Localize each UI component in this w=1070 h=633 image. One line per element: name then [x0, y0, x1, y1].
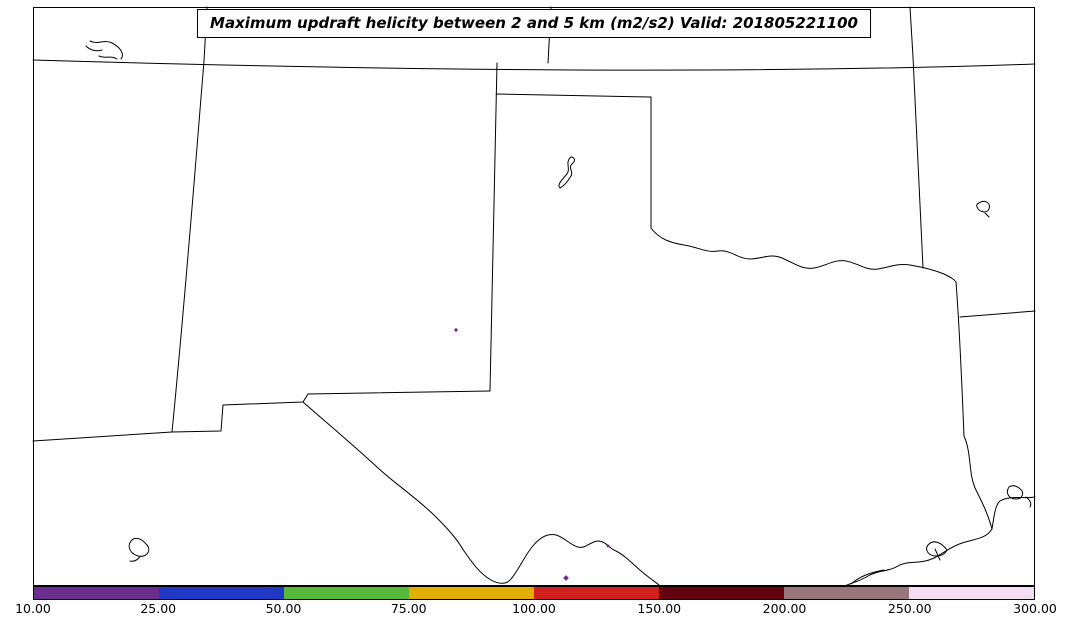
map-frame [33, 7, 1035, 586]
plot-title: Maximum updraft helicity between 2 and 5… [197, 9, 871, 38]
sabine-river [963, 435, 993, 530]
colorbar-segments [33, 586, 1035, 600]
colorbar-tick-label: 250.00 [887, 601, 932, 616]
colorbar-segment [409, 587, 534, 599]
border-az-mexico [32, 431, 173, 442]
border-nm-mex-31-78n [222, 393, 309, 406]
helicity-point [563, 575, 569, 581]
colorbar-segment [909, 587, 1034, 599]
border-ks-mo [909, 6, 914, 58]
colorbar-segment [284, 587, 409, 599]
lakes [85, 40, 1032, 562]
colorbar-segment [534, 587, 659, 599]
border-tx-ar-la-94w [955, 281, 965, 437]
lake-panhandle [558, 156, 575, 189]
border-nm-bootheel [171, 404, 224, 433]
colorbar-ticks: 10.00 25.00 50.00 75.00 100.00 150.00 200.00 25… [15, 601, 1057, 621]
lake-mexico [128, 537, 150, 562]
colorbar-segment [659, 587, 784, 599]
helicity-points [453, 327, 610, 581]
colorbar-tick-label: 25.00 [140, 601, 177, 616]
border-ok-ar [912, 56, 924, 269]
colorbar-tick-label: 150.00 [637, 601, 682, 616]
border-az-nm-109w [171, 60, 205, 433]
red-river [650, 227, 957, 283]
colorbar-tick-label: 100.00 [512, 601, 556, 616]
galveston-bay [926, 541, 948, 561]
colorbar-segment [784, 587, 909, 599]
colorbar-tick-label: 200.00 [762, 601, 807, 616]
colorbar-segment [34, 587, 159, 599]
colorbar-tick-label: 50.00 [265, 601, 302, 616]
rio-grande-river [302, 401, 660, 586]
colorbar-tick-label: 10.00 [15, 601, 51, 616]
helicity-point [453, 327, 459, 333]
colorbar-tick-label: 75.00 [390, 601, 427, 616]
border-panhandle-36-5n [495, 93, 652, 98]
colorbar-segment [159, 587, 284, 599]
border-nm-tx-32n [307, 390, 491, 395]
lake-ozark [976, 200, 990, 218]
rivers-and-coast [302, 227, 1036, 586]
border-nm-tx-103w [489, 62, 498, 392]
colorbar-tick-label: 300.00 [1013, 601, 1057, 616]
lake-calcasieu [1006, 485, 1032, 508]
border-ar-la-33n [959, 310, 1036, 318]
barrier-island [850, 569, 885, 585]
border-37n-parallel [32, 59, 1036, 71]
state-borders [32, 6, 1036, 442]
river-squiggle-nw [85, 40, 123, 60]
